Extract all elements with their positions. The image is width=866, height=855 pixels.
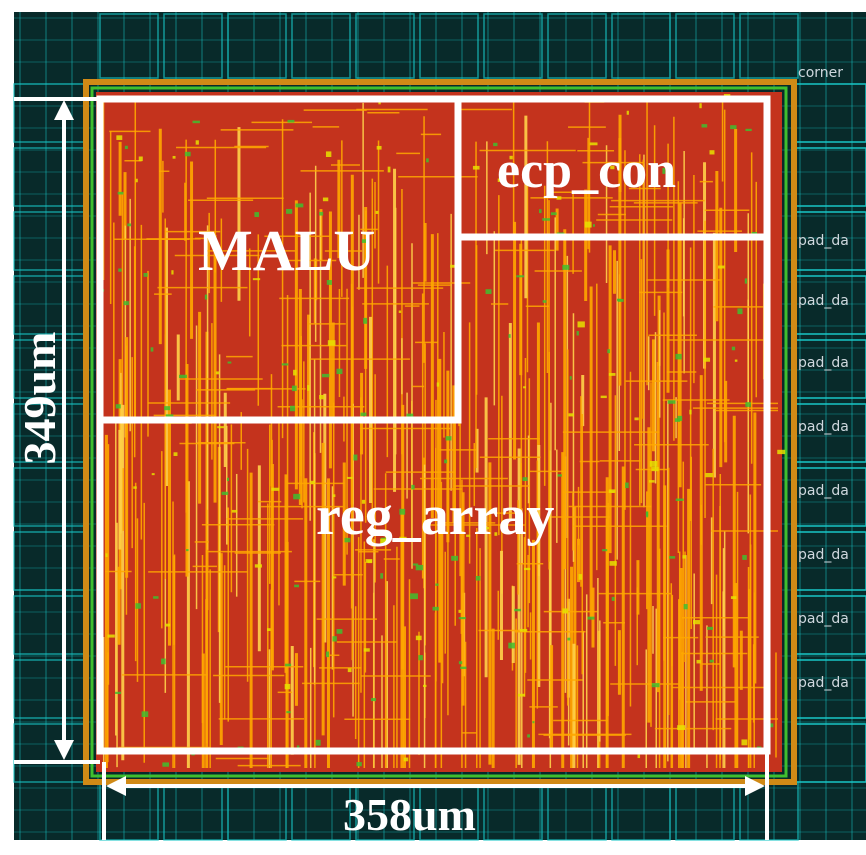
width-arrow-head-left (106, 776, 126, 796)
width-dimension-label: 358um (343, 789, 476, 840)
pad-label: pad_da (798, 675, 849, 691)
pad-label: pad_da (798, 483, 849, 499)
malu-block-label: MALU (198, 218, 376, 283)
width-arrow-head-right (745, 776, 765, 796)
pad-label: pad_da (798, 293, 849, 309)
pad-label: pad_da (798, 611, 849, 627)
core-area (96, 92, 786, 772)
malu-block-outline (96, 95, 462, 424)
power-ring (83, 79, 797, 785)
core-boundary (96, 95, 771, 755)
height-arrow-head-top (54, 100, 74, 120)
pad-label: pad_da (798, 547, 849, 563)
pad-label: pad_da (798, 355, 849, 371)
reg-array-block-label: reg_array (316, 485, 555, 547)
height-arrow-head-bottom (54, 740, 74, 760)
dimension-markers (14, 97, 769, 840)
pad-label: pad_da (798, 419, 849, 435)
height-dimension-label: 349um (14, 331, 65, 465)
corner-cell-label: corner (798, 65, 844, 81)
pad-label: pad_da (798, 233, 849, 249)
standard-cells (99, 94, 786, 767)
ecp-con-block-label: ecp_con (497, 142, 677, 199)
power-ring-inner (90, 86, 788, 778)
block-outlines (14, 95, 771, 840)
